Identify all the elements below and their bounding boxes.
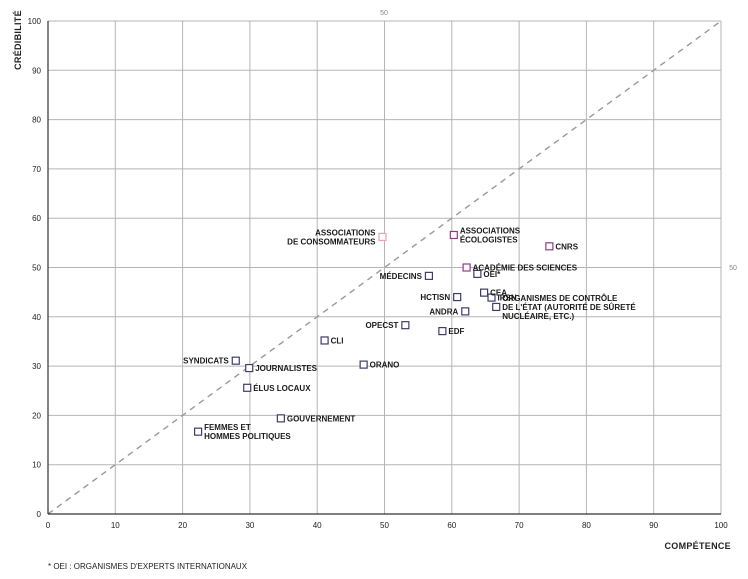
grid: [48, 20, 722, 514]
data-point-marker: [193, 427, 203, 436]
data-point-label: DE L'ÉTAT (AUTORITÉ DE SÛRETÉ: [502, 303, 636, 312]
x-tick-label: 10: [111, 521, 120, 530]
data-point-label: CLI: [331, 336, 344, 345]
data-point-marker: [276, 414, 285, 423]
y-tick-label: 100: [28, 17, 42, 26]
y-tick-label: 40: [32, 313, 41, 322]
diagonal-reference-line: [47, 20, 722, 515]
x-tick-label: 90: [649, 521, 658, 530]
data-point-label: OPECST: [365, 321, 398, 330]
scatter-chart: 0 10 20 30 40 50 60 70 80 90 100 0 10 20 30 40 50 60 70 80 9…: [13, 10, 737, 551]
data-point-label: IRSN: [498, 294, 517, 303]
data-point-marker: [424, 271, 434, 280]
data-point-label: ORGANISMES DE CONTRÔLE: [502, 294, 618, 303]
y-tick-label: 60: [32, 214, 41, 223]
data-point-marker: [462, 263, 471, 272]
reference-marker-right: 50: [729, 265, 737, 272]
data-point-label: SYNDICATS: [183, 357, 229, 366]
data-point-marker: [545, 242, 554, 251]
data-point-label: EDF: [448, 327, 464, 336]
y-axis-title: CRÉDIBILITÉ: [13, 10, 23, 70]
x-tick-label: 80: [582, 521, 591, 530]
x-tick-label: 70: [515, 521, 524, 530]
data-point-marker: [453, 292, 462, 302]
footnote: * OEI : ORGANISMES D'EXPERTS INTERNATION…: [48, 562, 248, 571]
y-tick-label: 20: [32, 411, 41, 420]
y-tick-label: 70: [32, 165, 41, 174]
data-point-label: ANDRA: [429, 307, 458, 316]
data-point-marker: [359, 360, 368, 369]
reference-diagonal: [47, 20, 722, 515]
data-point-label: GOUVERNEMENT: [287, 414, 356, 423]
data-point-label: ASSOCIATIONS: [315, 228, 376, 237]
y-tick-label: 50: [32, 264, 41, 273]
y-tick-label: 0: [37, 510, 42, 519]
axes: 0 10 20 30 40 50 60 70 80 90 100 0 10 20 30 40 50 60 70 80 9…: [28, 17, 729, 530]
x-tick-label: 60: [447, 521, 456, 530]
data-point-label: ACADÉMIE DES SCIENCES: [473, 264, 578, 273]
data-point-marker: [487, 293, 496, 302]
data-point-label: ÉLUS LOCAUX: [253, 384, 311, 393]
data-point-marker: [378, 232, 387, 242]
data-point-marker: [449, 230, 458, 240]
data-point-marker: [243, 383, 252, 392]
data-point-label: DE CONSOMMATEURS: [287, 237, 376, 246]
x-tick-label: 30: [245, 521, 254, 530]
x-tick-label: 50: [380, 521, 389, 530]
y-tick-label: 10: [32, 461, 41, 470]
reference-marker-top: 50: [380, 10, 388, 17]
data-point-marker: [461, 307, 470, 316]
data-point-marker: [245, 363, 254, 373]
data-point-label: CEA: [490, 289, 507, 298]
x-tick-label: 40: [313, 521, 322, 530]
x-tick-label: 0: [46, 521, 51, 530]
x-tick-label: 100: [714, 521, 728, 530]
data-point-marker: [320, 336, 329, 345]
data-point-label: ORANO: [370, 361, 400, 370]
y-tick-label: 30: [32, 362, 41, 371]
data-point-marker: [438, 326, 447, 336]
data-point-label: CNRS: [555, 242, 578, 251]
data-point-label: ÉCOLOGISTES: [460, 235, 518, 244]
data-point-label: HCTISN: [420, 293, 450, 302]
data-point-marker: [492, 302, 501, 312]
data-point-label: OEI*: [483, 270, 501, 279]
data-point-marker: [401, 321, 410, 330]
data-point-label: NUCLÉAIRE, ETC.): [502, 312, 574, 321]
data-point-label: JOURNALISTES: [255, 364, 317, 373]
data-point-label: FEMMES ET: [204, 423, 251, 432]
data-point-label: ASSOCIATIONS: [460, 226, 521, 235]
data-point-marker: [480, 288, 489, 297]
y-tick-label: 80: [32, 116, 41, 125]
data-point-label: MÉDECINS: [380, 272, 423, 281]
data-point-marker: [473, 269, 482, 279]
data-point-label: HOMMES POLITIQUES: [204, 432, 291, 441]
data-points: [193, 230, 554, 436]
x-axis-title: COMPÉTENCE: [664, 541, 731, 551]
x-tick-label: 20: [178, 521, 187, 530]
y-tick-label: 90: [32, 66, 41, 75]
data-point-marker: [231, 356, 240, 365]
